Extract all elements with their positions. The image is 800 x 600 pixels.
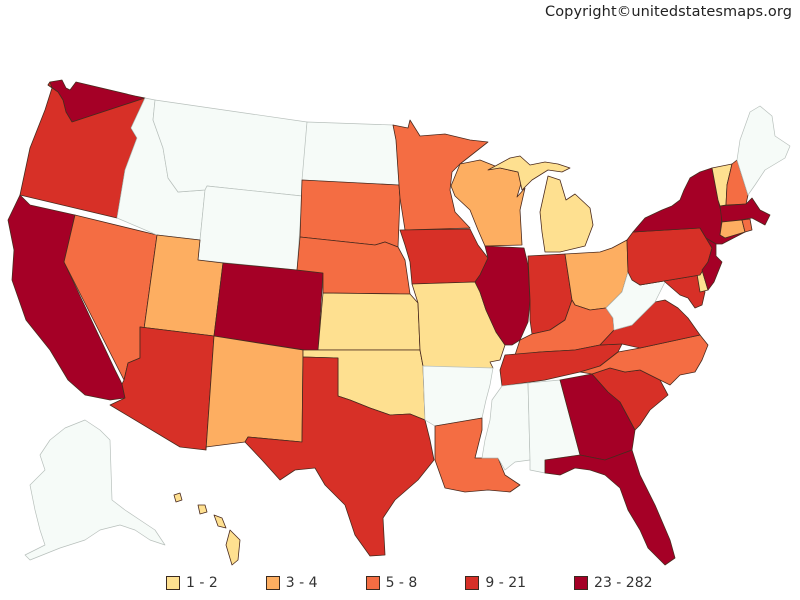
state-louisiana[interactable] bbox=[434, 417, 521, 493]
legend-label-5: 23 - 282 bbox=[594, 575, 653, 591]
state-hawaii[interactable] bbox=[225, 529, 241, 566]
state-north-dakota[interactable] bbox=[301, 121, 400, 186]
state-hawaii-kauai[interactable] bbox=[173, 492, 183, 503]
legend-item-1: 1 - 2 bbox=[166, 575, 218, 591]
state-wyoming[interactable] bbox=[197, 185, 303, 271]
state-hawaii-maui[interactable] bbox=[213, 514, 227, 529]
legend-label-4: 9 - 21 bbox=[485, 575, 527, 591]
copyright-text: Copyright©unitedstatesmaps.org bbox=[544, 4, 792, 20]
legend-item-2: 3 - 4 bbox=[265, 575, 318, 591]
state-south-dakota[interactable] bbox=[299, 179, 401, 248]
state-rhode-island[interactable] bbox=[741, 218, 753, 233]
state-hawaii-oahu[interactable] bbox=[197, 504, 208, 515]
state-texas[interactable] bbox=[244, 356, 435, 557]
state-kansas[interactable] bbox=[317, 292, 421, 351]
legend-item-4: 9 - 21 bbox=[465, 575, 526, 591]
state-iowa[interactable] bbox=[399, 228, 489, 285]
state-michigan[interactable] bbox=[539, 175, 594, 253]
legend-swatch-5 bbox=[574, 576, 589, 590]
legend-label-2: 3 - 4 bbox=[285, 575, 318, 591]
state-connecticut[interactable] bbox=[719, 219, 746, 239]
legend-swatch-4 bbox=[465, 576, 480, 590]
legend-item-3: 5 - 8 bbox=[365, 575, 418, 591]
map-legend: 1 - 2 3 - 4 5 - 8 9 - 21 23 - 282 bbox=[166, 575, 653, 591]
state-colorado[interactable] bbox=[213, 262, 324, 353]
state-minnesota[interactable] bbox=[392, 119, 489, 231]
legend-swatch-1 bbox=[166, 576, 180, 590]
state-florida[interactable] bbox=[544, 449, 676, 566]
legend-label-3: 5 - 8 bbox=[385, 575, 418, 591]
state-north-carolina[interactable] bbox=[579, 334, 709, 386]
state-new-jersey[interactable] bbox=[701, 237, 723, 291]
legend-swatch-3 bbox=[365, 576, 380, 590]
state-new-mexico[interactable] bbox=[205, 335, 304, 451]
state-arkansas[interactable] bbox=[422, 365, 494, 427]
us-choropleth-map bbox=[7, 79, 791, 566]
legend-item-5: 23 - 282 bbox=[574, 575, 653, 591]
state-nebraska[interactable] bbox=[296, 236, 411, 295]
state-montana[interactable] bbox=[152, 99, 308, 197]
legend-swatch-2 bbox=[265, 576, 280, 590]
state-alaska[interactable] bbox=[24, 419, 166, 561]
state-maine[interactable] bbox=[736, 105, 791, 196]
state-michigan-upper[interactable] bbox=[487, 155, 571, 191]
state-mississippi[interactable] bbox=[481, 382, 531, 471]
legend-label-1: 1 - 2 bbox=[186, 575, 218, 591]
